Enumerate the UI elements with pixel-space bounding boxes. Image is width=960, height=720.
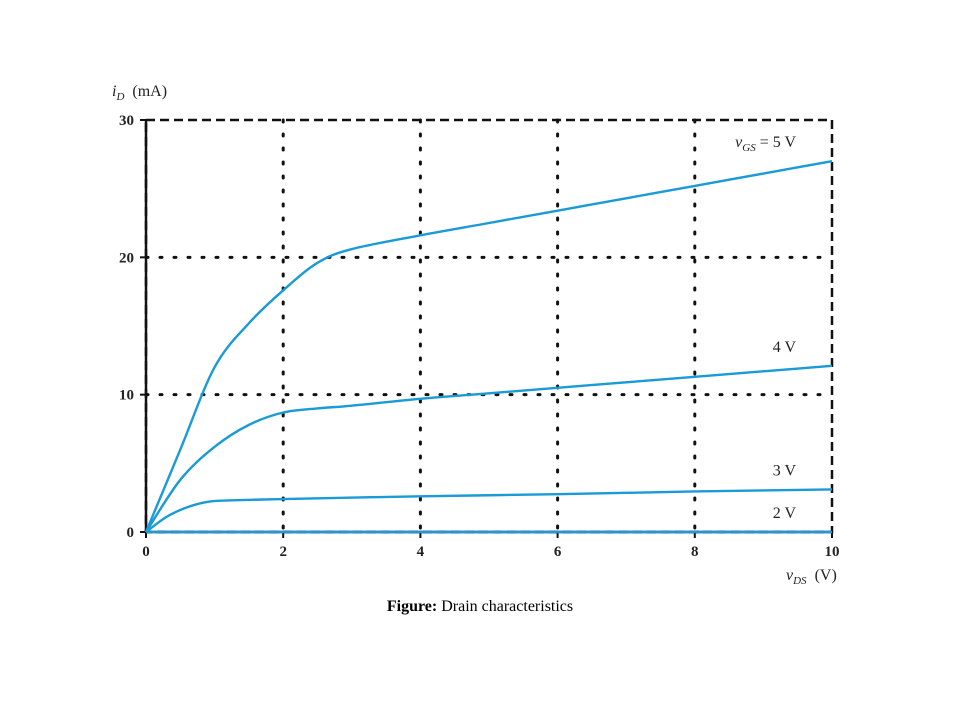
x-tick-label: 10 xyxy=(825,544,840,560)
plot-frame xyxy=(144,118,834,534)
curve-labels: vGS = 5 V 4 V 3 V 2 V xyxy=(735,134,796,522)
curves xyxy=(144,160,833,534)
curve-label-3-v: 3 V xyxy=(773,462,797,479)
y-tick-label: 10 xyxy=(119,388,134,404)
y-tick-label: 0 xyxy=(127,525,135,541)
x-tick-label: 2 xyxy=(279,544,287,560)
curve-4-v xyxy=(144,364,833,533)
y-axis-label: iD (mA) xyxy=(112,83,167,103)
curve-label-4-v: 4 V xyxy=(773,339,797,356)
curve-label-2-v: 2 V xyxy=(773,505,797,522)
x-tick-label: 8 xyxy=(691,544,699,560)
caption-label: Figure: xyxy=(386,598,438,615)
y-tick-label: 20 xyxy=(119,250,134,266)
curve-label-5-v: vGS = 5 V xyxy=(735,134,796,154)
y-tick-label: 30 xyxy=(119,113,134,129)
figure-caption: Figure: Drain characteristics xyxy=(0,598,960,616)
y-tick-labels: 0 10 20 30 xyxy=(119,113,146,541)
x-tick-label: 6 xyxy=(554,544,562,560)
caption-text: Drain characteristics xyxy=(441,598,574,615)
x-tick-label: 4 xyxy=(417,544,425,560)
curve-3-v xyxy=(145,488,833,533)
curve-5-v xyxy=(144,160,833,533)
x-tick-labels: 0 2 4 6 8 10 xyxy=(142,532,840,560)
x-axis-label: vDS (V) xyxy=(786,567,837,587)
grid xyxy=(144,118,834,534)
x-tick-label: 0 xyxy=(142,544,150,560)
